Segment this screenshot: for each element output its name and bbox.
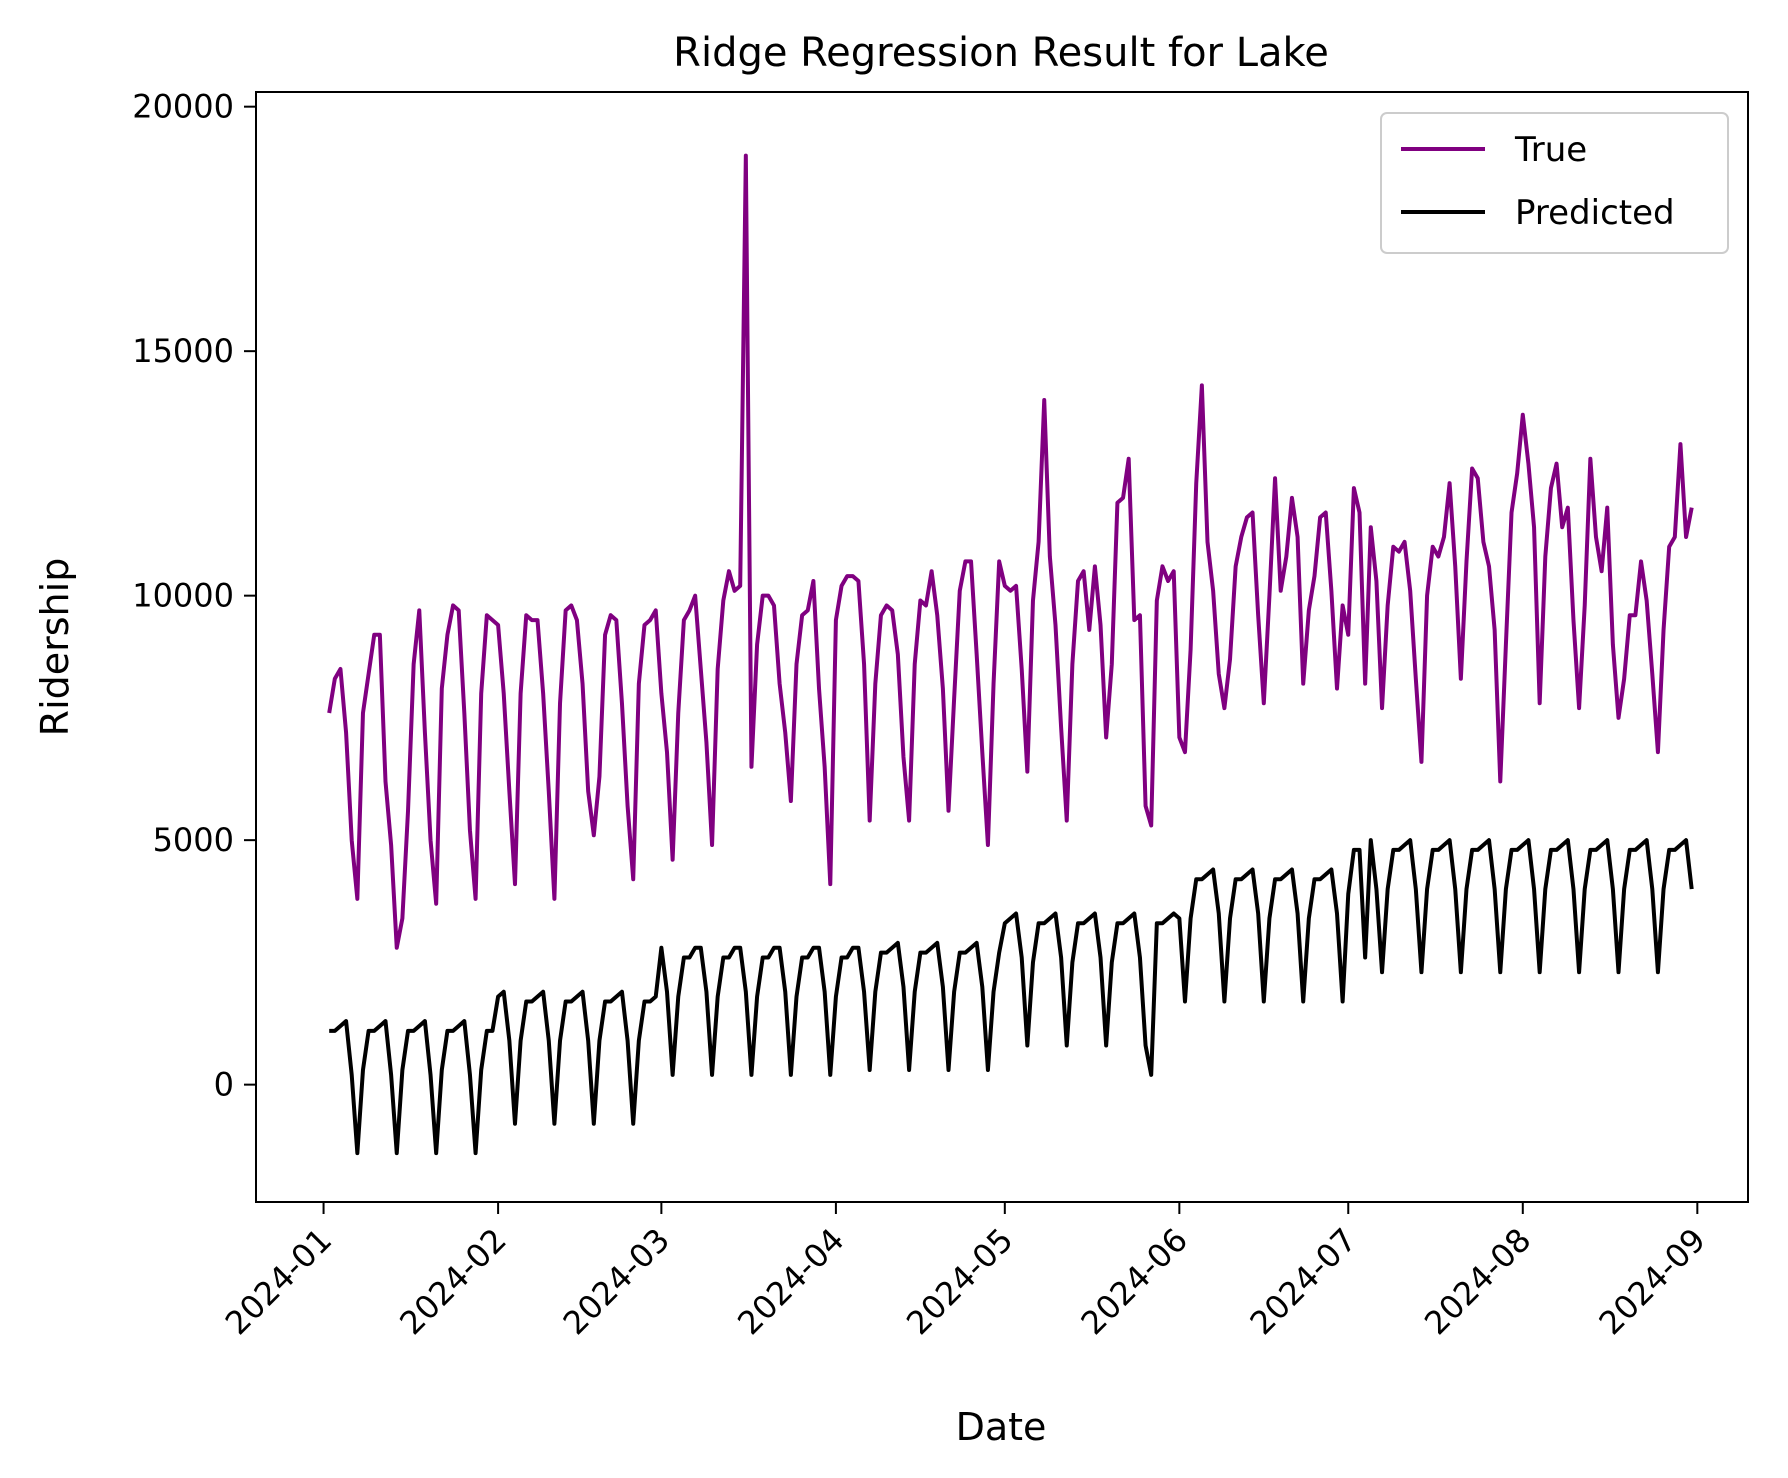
y-tick-label: 15000 — [132, 332, 234, 370]
legend: True Predicted — [1380, 112, 1729, 254]
chart-title: Ridge Regression Result for Lake — [673, 30, 1329, 76]
plot-area-frame — [255, 91, 1749, 1203]
legend-label-predicted: Predicted — [1515, 193, 1675, 233]
y-axis-title: Ridership — [33, 558, 77, 737]
y-tick-label: 20000 — [132, 88, 234, 126]
y-axis: 0 5000 10000 15000 20000 — [132, 88, 256, 1104]
x-axis-title: Date — [956, 1405, 1047, 1449]
y-tick-label: 5000 — [153, 821, 234, 859]
legend-label-true: True — [1514, 130, 1587, 170]
y-tick-label: 10000 — [132, 577, 234, 615]
series-layer — [327, 153, 1694, 1156]
y-tick-label: 0 — [214, 1066, 234, 1104]
series-line-predicted — [329, 838, 1694, 1156]
series-line-true — [327, 153, 1694, 950]
